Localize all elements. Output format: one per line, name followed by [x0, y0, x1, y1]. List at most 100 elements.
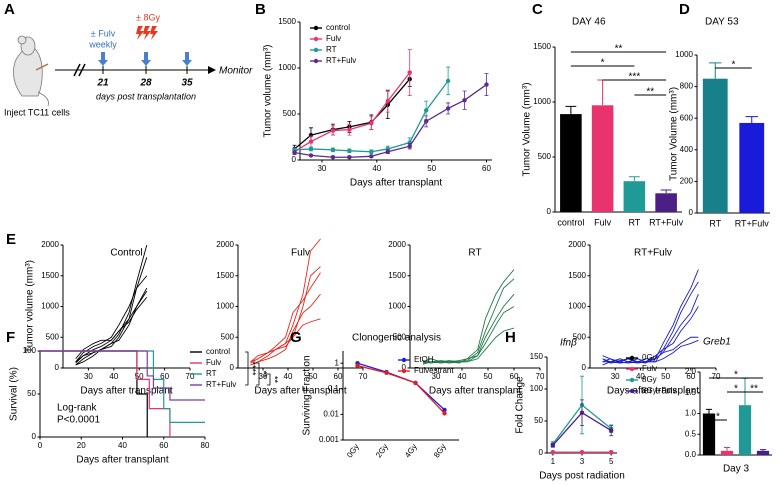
y-tick-label: 0: [292, 155, 297, 164]
x-axis-label: Days after transplant: [80, 386, 172, 397]
series-line: [422, 293, 515, 364]
legend-marker: [629, 366, 635, 372]
y-tick-label: 1500: [216, 271, 234, 280]
legend-marker: [401, 368, 407, 374]
chart: H 0 50 100 150 1 3 5 Ifnβ Days post radiation Fold…: [505, 329, 676, 482]
legend-label: 0Gy: [642, 353, 657, 362]
panel-label: C: [532, 1, 543, 18]
bar: [655, 193, 677, 212]
chart-title: RT: [468, 248, 481, 259]
x-tick-label: 40: [109, 372, 118, 381]
significance-bracket: [267, 373, 271, 386]
significance-label: **: [259, 370, 269, 378]
series-line: [357, 365, 445, 414]
timeline-label: days post transplantation: [96, 91, 196, 101]
y-axis-label: Tumor Volume (mm³): [522, 82, 533, 176]
y-tick-label: 1500: [278, 17, 296, 26]
y-axis-label: Tumor Volume (mm³): [669, 87, 680, 181]
y-tick-label: 2000: [41, 240, 59, 249]
legend-label: Fulv: [642, 364, 657, 373]
bar: [739, 122, 765, 213]
series-line: [75, 275, 148, 363]
marker: [445, 78, 451, 84]
bar: [738, 405, 752, 455]
marker: [292, 150, 297, 155]
x-tick-label: RT: [709, 218, 721, 228]
series-line: [602, 306, 699, 364]
marker: [330, 155, 336, 160]
y-axis-label: Fold Change: [515, 376, 526, 434]
y-tick-label: 400: [680, 145, 694, 154]
marker: [550, 443, 556, 448]
x-tick-label: 60: [686, 372, 695, 381]
legend-marker: [313, 25, 319, 31]
y-tick-label: 1000: [41, 302, 59, 311]
y-tick-label: 0.01: [323, 410, 339, 419]
marker: [330, 128, 336, 133]
x-tick-label: 3: [580, 457, 585, 466]
significance-label: **: [615, 44, 623, 55]
marker: [384, 370, 389, 376]
y-tick-label: 100: [530, 384, 544, 393]
marker: [369, 121, 374, 126]
significance-bracket: [245, 351, 249, 386]
legend-label: control: [206, 347, 230, 356]
inject-label: Inject TC11 cells: [4, 107, 70, 117]
chart-title: Control: [110, 248, 142, 259]
y-tick-label: 500: [393, 332, 407, 341]
marker: [579, 410, 585, 415]
series-line: [422, 327, 515, 365]
panel-label: E: [6, 231, 16, 248]
x-tick-label: RT+Fulv: [735, 218, 770, 228]
x-tick-label: 40: [284, 372, 293, 381]
y-tick-label: 500: [573, 332, 587, 341]
significance-label: **: [646, 87, 654, 98]
significance-label: ****: [248, 361, 258, 376]
y-tick-label: 500: [538, 152, 552, 161]
error-bar: [628, 176, 640, 182]
series-line: [250, 272, 321, 363]
series-line: [250, 293, 321, 366]
marker: [369, 154, 374, 159]
marker: [369, 149, 374, 154]
series-line: [602, 269, 699, 363]
x-tick-label: 60: [510, 372, 519, 381]
error-bar: [705, 408, 713, 414]
y-tick-label: 1500: [533, 42, 551, 51]
panel-label: D: [679, 1, 690, 18]
legend-label: EtOH: [414, 355, 434, 364]
legend-label: control: [326, 23, 350, 32]
x-tick-label: 30: [84, 372, 93, 381]
marker: [347, 148, 352, 153]
x-tick-label: 80: [201, 441, 210, 450]
axis-line: [62, 245, 190, 369]
y-tick-label: 0.5: [685, 429, 697, 438]
x-tick-label: 50: [427, 164, 436, 173]
series-line: [75, 296, 148, 360]
chart: B 0 500 1000 1500 30 40 50 60 Days after transpla…: [255, 1, 492, 189]
series-line: [250, 318, 321, 363]
bar: [720, 450, 734, 455]
y-tick-label: 1.0: [685, 409, 697, 418]
x-tick-label: 50: [309, 372, 318, 381]
y-tick-label: 0: [689, 208, 694, 217]
chart: F 0 50 100 0 20 40 60 80 Days after transplant Sur…: [6, 329, 280, 466]
y-axis-label: Tumor volume (mm³): [25, 260, 36, 353]
chart: 0 500 1000 1500 2000 30 40 50 60 70 RT+Fulv Days af…: [568, 240, 721, 397]
x-axis-label: Day 3: [723, 464, 750, 475]
annotation: P<0.0001: [57, 415, 101, 426]
significance-label: *: [732, 60, 736, 71]
y-tick-label: 100: [23, 346, 37, 355]
x-tick-label: 60: [159, 441, 168, 450]
marker: [579, 450, 585, 455]
y-axis-label: Survival (%): [9, 367, 20, 421]
series-line: [602, 281, 699, 364]
error-bar: [723, 447, 731, 451]
x-tick-label: 0Gy: [345, 442, 361, 459]
significance-label: *: [716, 412, 720, 423]
radiation-icon: [136, 26, 158, 40]
significance-bracket: [256, 362, 260, 386]
legend-marker: [629, 388, 635, 394]
bar: [702, 413, 716, 455]
